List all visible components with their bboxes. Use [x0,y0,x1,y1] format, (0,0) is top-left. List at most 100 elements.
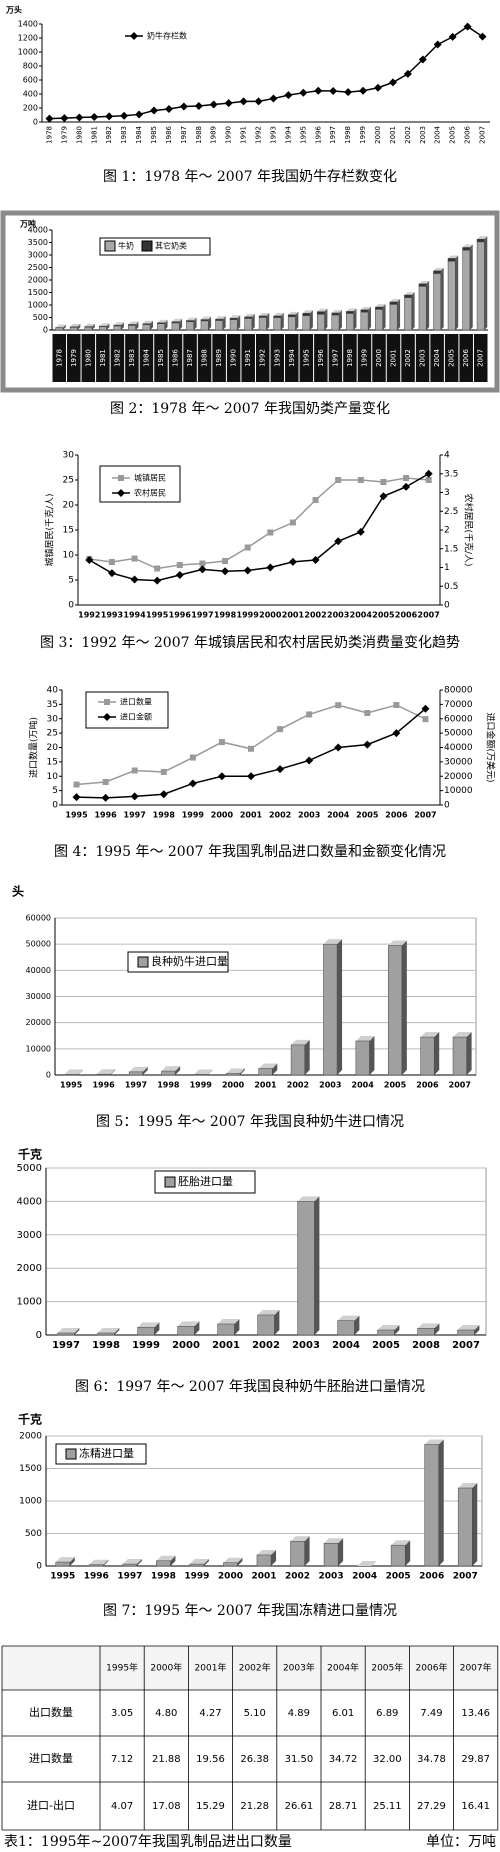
bar-top [96,1069,116,1075]
bar [171,321,180,324]
x-tick-label: 1995 [299,126,307,144]
bar-side [295,311,299,317]
bar [316,311,325,315]
bar [331,314,340,331]
bar-side [440,270,444,330]
bar-side [411,294,415,330]
point [45,114,54,123]
bar-side [304,1536,310,1566]
y-tick-label: 15 [63,526,74,536]
y-tick-label: 5 [68,576,74,586]
bar [113,324,122,327]
point [224,99,233,108]
x-label-box [328,334,343,382]
bar [273,317,282,331]
bar-side [472,1483,478,1566]
x-tick-label: 2000 [172,1340,200,1351]
y-tick-label: 40 [47,686,59,696]
y-tick-label: 30 [47,714,59,724]
bar-side [142,1066,148,1075]
y-tick-label: 1000 [18,48,38,57]
point [425,477,432,483]
x-tick-label: 1996 [314,125,322,143]
bar [287,314,296,318]
legend-box [154,1170,256,1194]
x-tick-label: 2002 [404,126,412,144]
bar [69,326,78,328]
x-tick-label: 2007 [414,811,436,820]
y-unit: 千克 [18,1412,42,1427]
x-tick-label: 2003 [419,349,427,367]
x-tick-label: 1999 [237,611,260,620]
point [299,88,308,97]
bar [98,326,107,331]
point [363,740,372,749]
table-cell: 28.71 [329,1801,358,1812]
x-tick-label: 2004 [434,125,442,143]
x-tick-label: 2006 [416,1081,439,1090]
bar-side [110,1069,116,1075]
bar-side [203,1559,209,1566]
bar-side [207,1069,213,1075]
point [344,88,353,97]
x-tick-label: 2002 [304,611,326,620]
x-tick-label: 1999 [190,1081,213,1090]
x-tick-label: 1998 [214,611,237,620]
y2-tick-label: 20000 [444,772,473,782]
legend-label: 奶牛存栏数 [147,31,187,41]
x-tick-label: 1998 [157,1081,180,1090]
point [403,475,410,481]
table-cell: 4.27 [199,1708,221,1719]
bar [193,1074,208,1076]
point [277,726,284,733]
bar [186,321,194,331]
point [107,569,116,578]
bar-side [280,314,284,330]
point [104,699,110,705]
bar-side [368,309,372,330]
bar [122,1563,138,1567]
point [329,86,338,95]
point [222,558,229,564]
x-label-box [96,334,110,382]
bar [273,315,282,318]
x-tick-label: 2006 [462,349,470,367]
bar [457,1487,473,1567]
x-label-box [459,334,473,382]
x-tick-label: 2008 [412,1340,440,1351]
point [478,32,487,41]
x-label-box [154,334,168,382]
x-label-box [473,334,488,382]
bar [89,1564,104,1567]
table-cell: 17.08 [152,1801,181,1812]
x-tick-label: 2004 [350,611,373,620]
x-tick-label: 2001 [282,611,305,620]
bar-top [259,313,270,316]
x-tick-label: 1995 [302,349,310,367]
point [463,22,472,31]
x-label-box [139,334,154,382]
bar [57,1332,75,1336]
x-tick-label: 1998 [153,811,176,820]
bar-side [339,310,342,315]
point [217,772,226,781]
bar [290,1541,305,1567]
x-tick-label: 2007 [477,349,485,367]
table-header-bg [2,1646,498,1690]
bar-side [353,310,357,330]
x-tick-label: 1981 [99,349,107,367]
point [374,83,382,92]
bar [404,294,412,298]
bar [417,1328,435,1336]
x-tick-label: 1997 [191,611,213,620]
bar-top [375,304,386,308]
bar-side [314,1196,320,1335]
x-tick-label: 1978 [55,349,63,367]
point [159,790,168,799]
bar-side [77,1069,83,1075]
bar-side [175,1066,181,1075]
bar-top [462,244,473,248]
x-tick-label: 1992 [78,611,100,620]
table-cell: 4.89 [288,1708,310,1719]
table-row-label: 进口-出口 [27,1798,75,1812]
